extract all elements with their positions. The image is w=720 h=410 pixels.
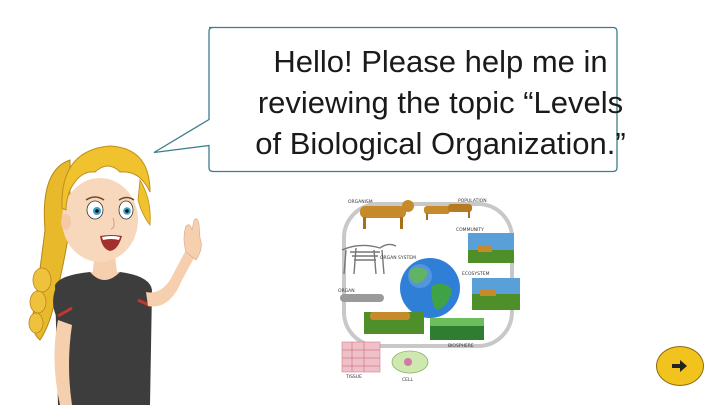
label-ecosystem: ECOSYSTEM (462, 271, 490, 277)
levels-of-organization-diagram: ORGANISM POPULATION COMMUNITY ORGAN SYST… (330, 190, 530, 385)
cell-image (391, 350, 429, 374)
speech-line-1: Hello! Please help me in (273, 44, 608, 79)
label-tissue: TISSUE (345, 374, 362, 380)
teacher-character (0, 130, 210, 405)
speech-bubble: Hello! Please help me in reviewing the t… (153, 26, 672, 173)
label-community: COMMUNITY (456, 227, 484, 233)
cycle-ring (342, 202, 514, 348)
arrow-right-icon (672, 360, 687, 372)
next-button[interactable] (656, 346, 704, 386)
label-cell: CELL (402, 377, 413, 383)
label-population: POPULATION (458, 198, 487, 204)
speech-line-2: reviewing the topic “Levels (257, 85, 624, 120)
organ-system-image (341, 243, 397, 275)
tissue-image (341, 341, 381, 373)
population-image (424, 204, 472, 220)
label-organ-system: ORGAN SYSTEM (380, 255, 416, 261)
organism-image (360, 200, 414, 229)
label-organ: ORGAN (338, 288, 355, 294)
speech-line-3: of Biological Organization.” (255, 126, 626, 161)
label-organism: ORGANISM (348, 199, 373, 205)
organ-image (340, 294, 384, 302)
earth-globe (400, 258, 460, 318)
label-biosphere: BIOSPHERE (448, 343, 474, 349)
speech-bubble-outline (153, 26, 618, 173)
speech-bubble-text: Hello! Please help me in reviewing the t… (209, 41, 672, 164)
